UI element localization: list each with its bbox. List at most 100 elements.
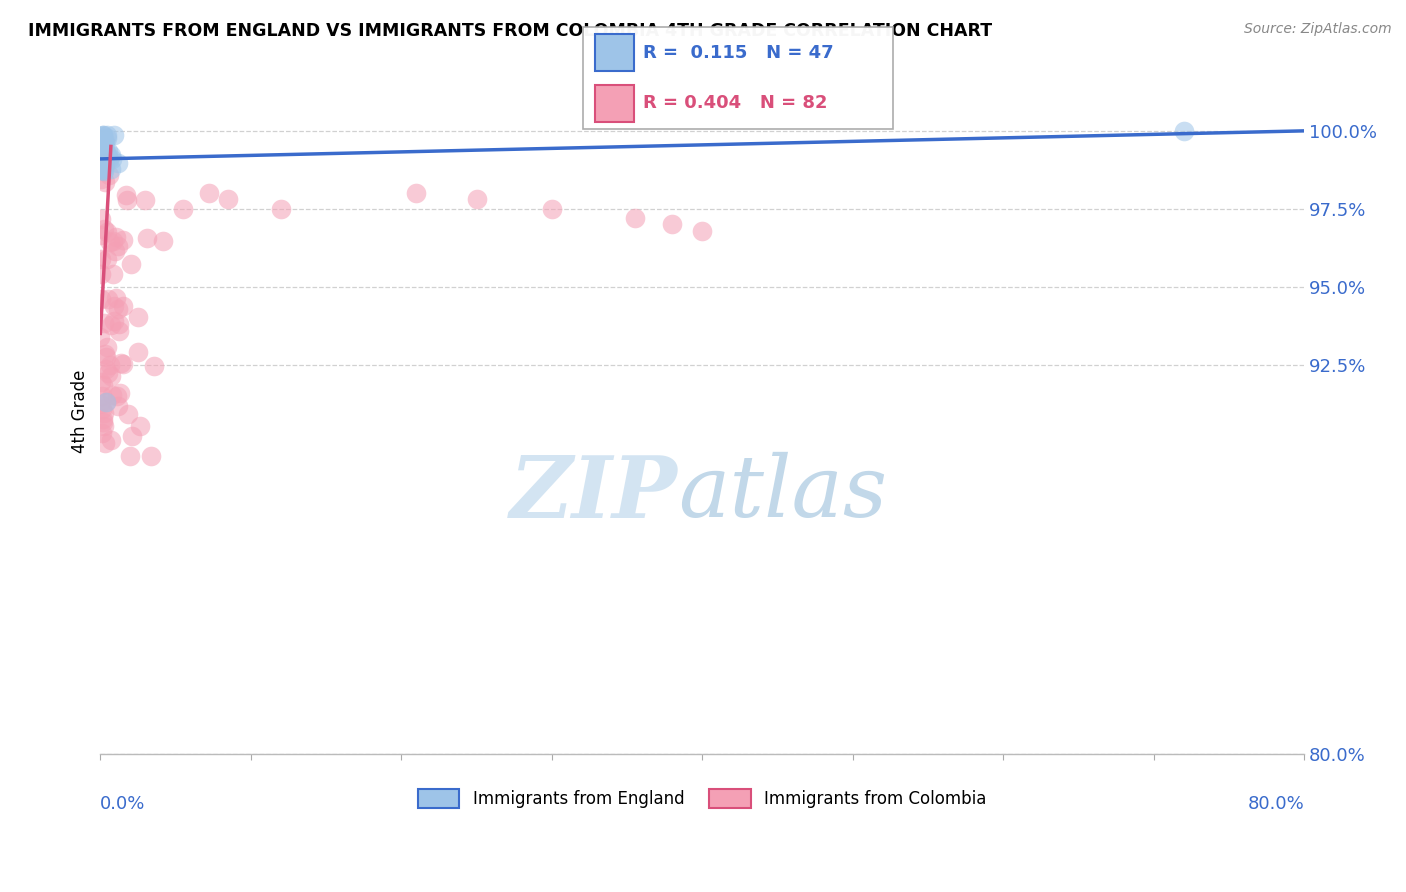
Point	[110, 356, 132, 370]
Point	[91, 128, 114, 142]
Point	[121, 429, 143, 443]
Point	[94, 135, 117, 149]
Point	[97, 153, 120, 167]
Legend: Immigrants from England, Immigrants from Colombia: Immigrants from England, Immigrants from…	[411, 782, 994, 814]
Point	[1173, 124, 1195, 138]
Point	[101, 234, 124, 248]
Point	[96, 131, 118, 145]
Point	[117, 407, 139, 421]
Point	[100, 148, 122, 162]
Point	[100, 318, 122, 332]
Point	[139, 449, 162, 463]
Point	[90, 137, 112, 152]
Point	[107, 302, 129, 317]
Point	[91, 136, 114, 150]
Point	[94, 395, 117, 409]
Point	[94, 175, 117, 189]
Point	[93, 156, 115, 170]
Point	[90, 145, 112, 159]
Point	[90, 141, 112, 155]
Point	[107, 389, 129, 403]
Point	[97, 292, 120, 306]
Point	[152, 234, 174, 248]
Point	[100, 161, 122, 176]
Point	[89, 156, 111, 170]
Point	[93, 222, 115, 236]
Point	[91, 129, 114, 144]
Point	[108, 324, 131, 338]
Point	[98, 358, 121, 372]
Point	[103, 314, 125, 328]
Point	[90, 292, 112, 306]
Point	[96, 128, 118, 143]
Point	[90, 163, 112, 178]
Point	[91, 143, 114, 157]
Point	[118, 450, 141, 464]
Point	[96, 145, 118, 159]
Point	[98, 235, 121, 249]
Point	[90, 171, 112, 186]
Point	[93, 155, 115, 169]
Point	[90, 426, 112, 441]
Point	[197, 186, 219, 201]
Point	[91, 378, 114, 392]
Point	[90, 156, 112, 170]
Point	[98, 168, 121, 182]
Y-axis label: 4th Grade: 4th Grade	[72, 369, 89, 453]
Text: IMMIGRANTS FROM ENGLAND VS IMMIGRANTS FROM COLOMBIA 4TH GRADE CORRELATION CHART: IMMIGRANTS FROM ENGLAND VS IMMIGRANTS FR…	[28, 22, 993, 40]
Point	[93, 153, 115, 167]
Point	[91, 132, 114, 146]
Text: R =  0.115   N = 47: R = 0.115 N = 47	[643, 44, 834, 62]
Point	[101, 388, 124, 402]
Point	[96, 225, 118, 239]
Point	[90, 252, 112, 266]
Point	[134, 194, 156, 208]
Point	[90, 149, 112, 163]
Point	[90, 153, 112, 168]
Point	[101, 267, 124, 281]
Point	[115, 194, 138, 208]
Point	[623, 211, 645, 226]
Point	[107, 399, 129, 413]
Point	[94, 350, 117, 364]
Point	[93, 148, 115, 162]
Point	[90, 132, 112, 146]
Point	[94, 362, 117, 376]
Point	[127, 310, 149, 325]
Point	[93, 158, 115, 172]
Point	[93, 150, 115, 164]
Point	[93, 135, 115, 149]
Point	[93, 316, 115, 330]
Point	[90, 375, 112, 389]
Point	[91, 161, 114, 176]
Point	[270, 202, 292, 216]
Point	[91, 163, 114, 178]
Text: atlas: atlas	[678, 452, 887, 535]
Point	[93, 161, 115, 176]
Point	[89, 397, 111, 411]
Point	[94, 347, 117, 361]
Point	[143, 359, 166, 374]
Point	[93, 151, 115, 165]
Point	[90, 140, 112, 154]
Point	[108, 317, 131, 331]
Point	[96, 340, 118, 354]
Point	[121, 256, 143, 270]
Point	[100, 433, 122, 447]
Text: ZIP: ZIP	[510, 452, 678, 535]
Point	[127, 345, 149, 359]
Point	[540, 202, 562, 216]
Point	[128, 418, 150, 433]
Point	[104, 244, 127, 258]
Point	[111, 299, 134, 313]
Text: R = 0.404   N = 82: R = 0.404 N = 82	[643, 95, 827, 112]
Point	[96, 252, 118, 266]
Point	[93, 406, 115, 420]
Point	[97, 144, 120, 158]
Point	[96, 395, 118, 409]
Point	[172, 202, 194, 216]
Point	[465, 193, 488, 207]
Point	[91, 416, 114, 430]
Point	[405, 186, 427, 201]
Point	[89, 228, 111, 243]
